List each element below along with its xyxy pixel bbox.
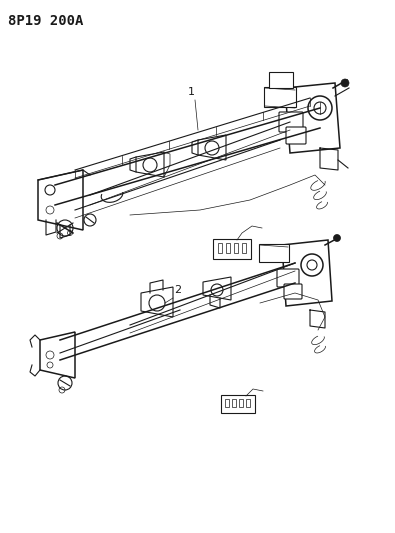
FancyBboxPatch shape	[277, 269, 299, 287]
Bar	[218, 243, 222, 253]
Bar	[225, 399, 229, 407]
Bar	[226, 243, 230, 253]
Circle shape	[333, 235, 340, 241]
Polygon shape	[136, 152, 164, 177]
Bar	[239, 399, 243, 407]
FancyBboxPatch shape	[279, 112, 303, 132]
Text: 8P19 200A: 8P19 200A	[8, 14, 83, 28]
Text: 2: 2	[175, 285, 182, 295]
Polygon shape	[198, 135, 226, 160]
Circle shape	[308, 96, 332, 120]
FancyBboxPatch shape	[259, 244, 289, 262]
FancyBboxPatch shape	[221, 395, 255, 413]
FancyBboxPatch shape	[284, 284, 302, 299]
Circle shape	[341, 79, 349, 87]
Circle shape	[301, 254, 323, 276]
FancyBboxPatch shape	[269, 72, 293, 88]
Polygon shape	[285, 83, 340, 153]
Bar	[246, 399, 250, 407]
FancyBboxPatch shape	[286, 127, 306, 144]
Polygon shape	[282, 240, 332, 306]
Bar	[242, 243, 246, 253]
FancyBboxPatch shape	[264, 87, 296, 107]
Bar	[232, 399, 236, 407]
Polygon shape	[203, 277, 231, 300]
FancyBboxPatch shape	[213, 239, 251, 259]
Text: 1: 1	[188, 87, 194, 97]
Polygon shape	[141, 287, 173, 317]
Bar	[234, 243, 238, 253]
